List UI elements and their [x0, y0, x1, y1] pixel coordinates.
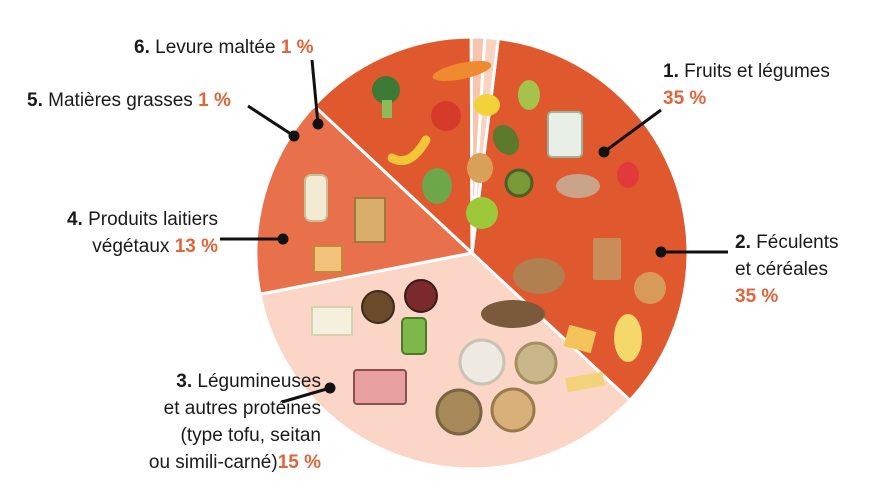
bread-icon-2 [481, 300, 545, 328]
pear-icon [518, 80, 540, 110]
legume-bowl-icon-2 [404, 279, 438, 313]
rice-bowl-icon [458, 338, 506, 386]
label-slice-1: 1. Fruits et légumes 35 % [663, 58, 830, 112]
slice-6-number: 6. [134, 37, 150, 58]
slice-5-percent: 1 % [198, 90, 231, 111]
carrot-icon [432, 60, 492, 82]
crispbread-icon [593, 238, 621, 280]
label-slice-2: 2. Féculents et céréales 35 % [735, 229, 839, 310]
jar-icon [401, 317, 427, 355]
slice-1-label: Fruits et légumes [684, 61, 830, 82]
kiwi-icon [504, 168, 534, 198]
leader-slice-2-dot [655, 246, 667, 258]
cabbage-icon [422, 168, 452, 204]
leader-slice-3-line [281, 386, 331, 404]
slice-5-number: 5. [27, 90, 43, 111]
plant-milk-carton-icon [354, 197, 386, 243]
grain-bowl-icon-2 [435, 388, 483, 436]
label-slice-5: 5. Matières grasses 1 % [27, 87, 231, 114]
banana-icon [387, 135, 431, 166]
leader-slice-3-dot [324, 382, 336, 394]
slice-6-label: Levure maltée [155, 37, 276, 58]
legume-bowl-icon [361, 290, 395, 324]
slice-3-label-line3: (type tofu, seitan [180, 425, 321, 446]
label-slice-4: 4. Produits laitiers végétaux 13 % [67, 206, 218, 260]
slice-2-label-line2: et céréales [735, 259, 828, 280]
slice-4-percent: 13 % [174, 236, 218, 257]
leader-slice-4-dot [277, 233, 289, 245]
leader-slice-6-dot [312, 118, 324, 130]
slice-3-label-line2: et autres protéines [163, 398, 321, 419]
slice-5-label: Matières grasses [48, 90, 193, 111]
apple-icon [466, 197, 498, 229]
food-illustrations [304, 60, 666, 436]
slice-3-number: 3. [176, 371, 193, 392]
pasta-icon [614, 314, 642, 362]
mushroom-icon [556, 174, 600, 198]
tofu-icon [311, 306, 353, 336]
label-slice-6: 6. Levure maltée 1 % [134, 34, 314, 61]
leader-slice-6-line [310, 59, 320, 125]
onion-icon [467, 153, 493, 183]
leader-slice-1-line [603, 108, 662, 154]
yogurt-icon [313, 245, 343, 273]
pasta-icon-2 [563, 324, 597, 354]
label-slice-3: 3. Légumineuses et autres protéines (typ… [149, 368, 321, 476]
leader-lines [220, 59, 728, 404]
strawberry-icon [617, 162, 639, 188]
slice-1-percent: 35 % [663, 88, 707, 109]
slice-2-percent: 35 % [735, 286, 779, 307]
slice-3-label-line4: ou simili-carné) [148, 452, 278, 473]
bun-icon [634, 272, 666, 304]
tomato-icon [431, 101, 461, 131]
seitan-package-icon [353, 369, 407, 405]
leader-slice-1-dot [598, 146, 610, 158]
canned-vegetables-icon [547, 111, 583, 158]
slice-2-label-line1: Féculents [756, 232, 839, 253]
grain-bowl-icon [514, 341, 558, 385]
fries-icon [565, 371, 605, 393]
leader-slice-5-dot [288, 130, 300, 142]
slice-4-label-line1: Produits laitiers [88, 209, 218, 230]
slice-6-percent: 1 % [280, 37, 314, 58]
slice-4-number: 4. [66, 209, 83, 230]
bread-icon [513, 258, 565, 294]
slice-2-number: 2. [735, 232, 751, 253]
lemon-icon [474, 94, 500, 116]
broccoli-icon [372, 76, 400, 104]
slice-3-label-line1: Légumineuses [197, 371, 321, 392]
slice-3-percent: 15 % [277, 452, 321, 473]
slice-1-number: 1. [663, 61, 679, 82]
avocado-icon [492, 124, 520, 156]
leader-slice-5-line [247, 104, 295, 138]
slice-4-label-line2: végétaux [92, 236, 170, 257]
grain-bowl-icon-3 [490, 387, 536, 433]
plant-milk-bottle-icon [304, 174, 328, 222]
